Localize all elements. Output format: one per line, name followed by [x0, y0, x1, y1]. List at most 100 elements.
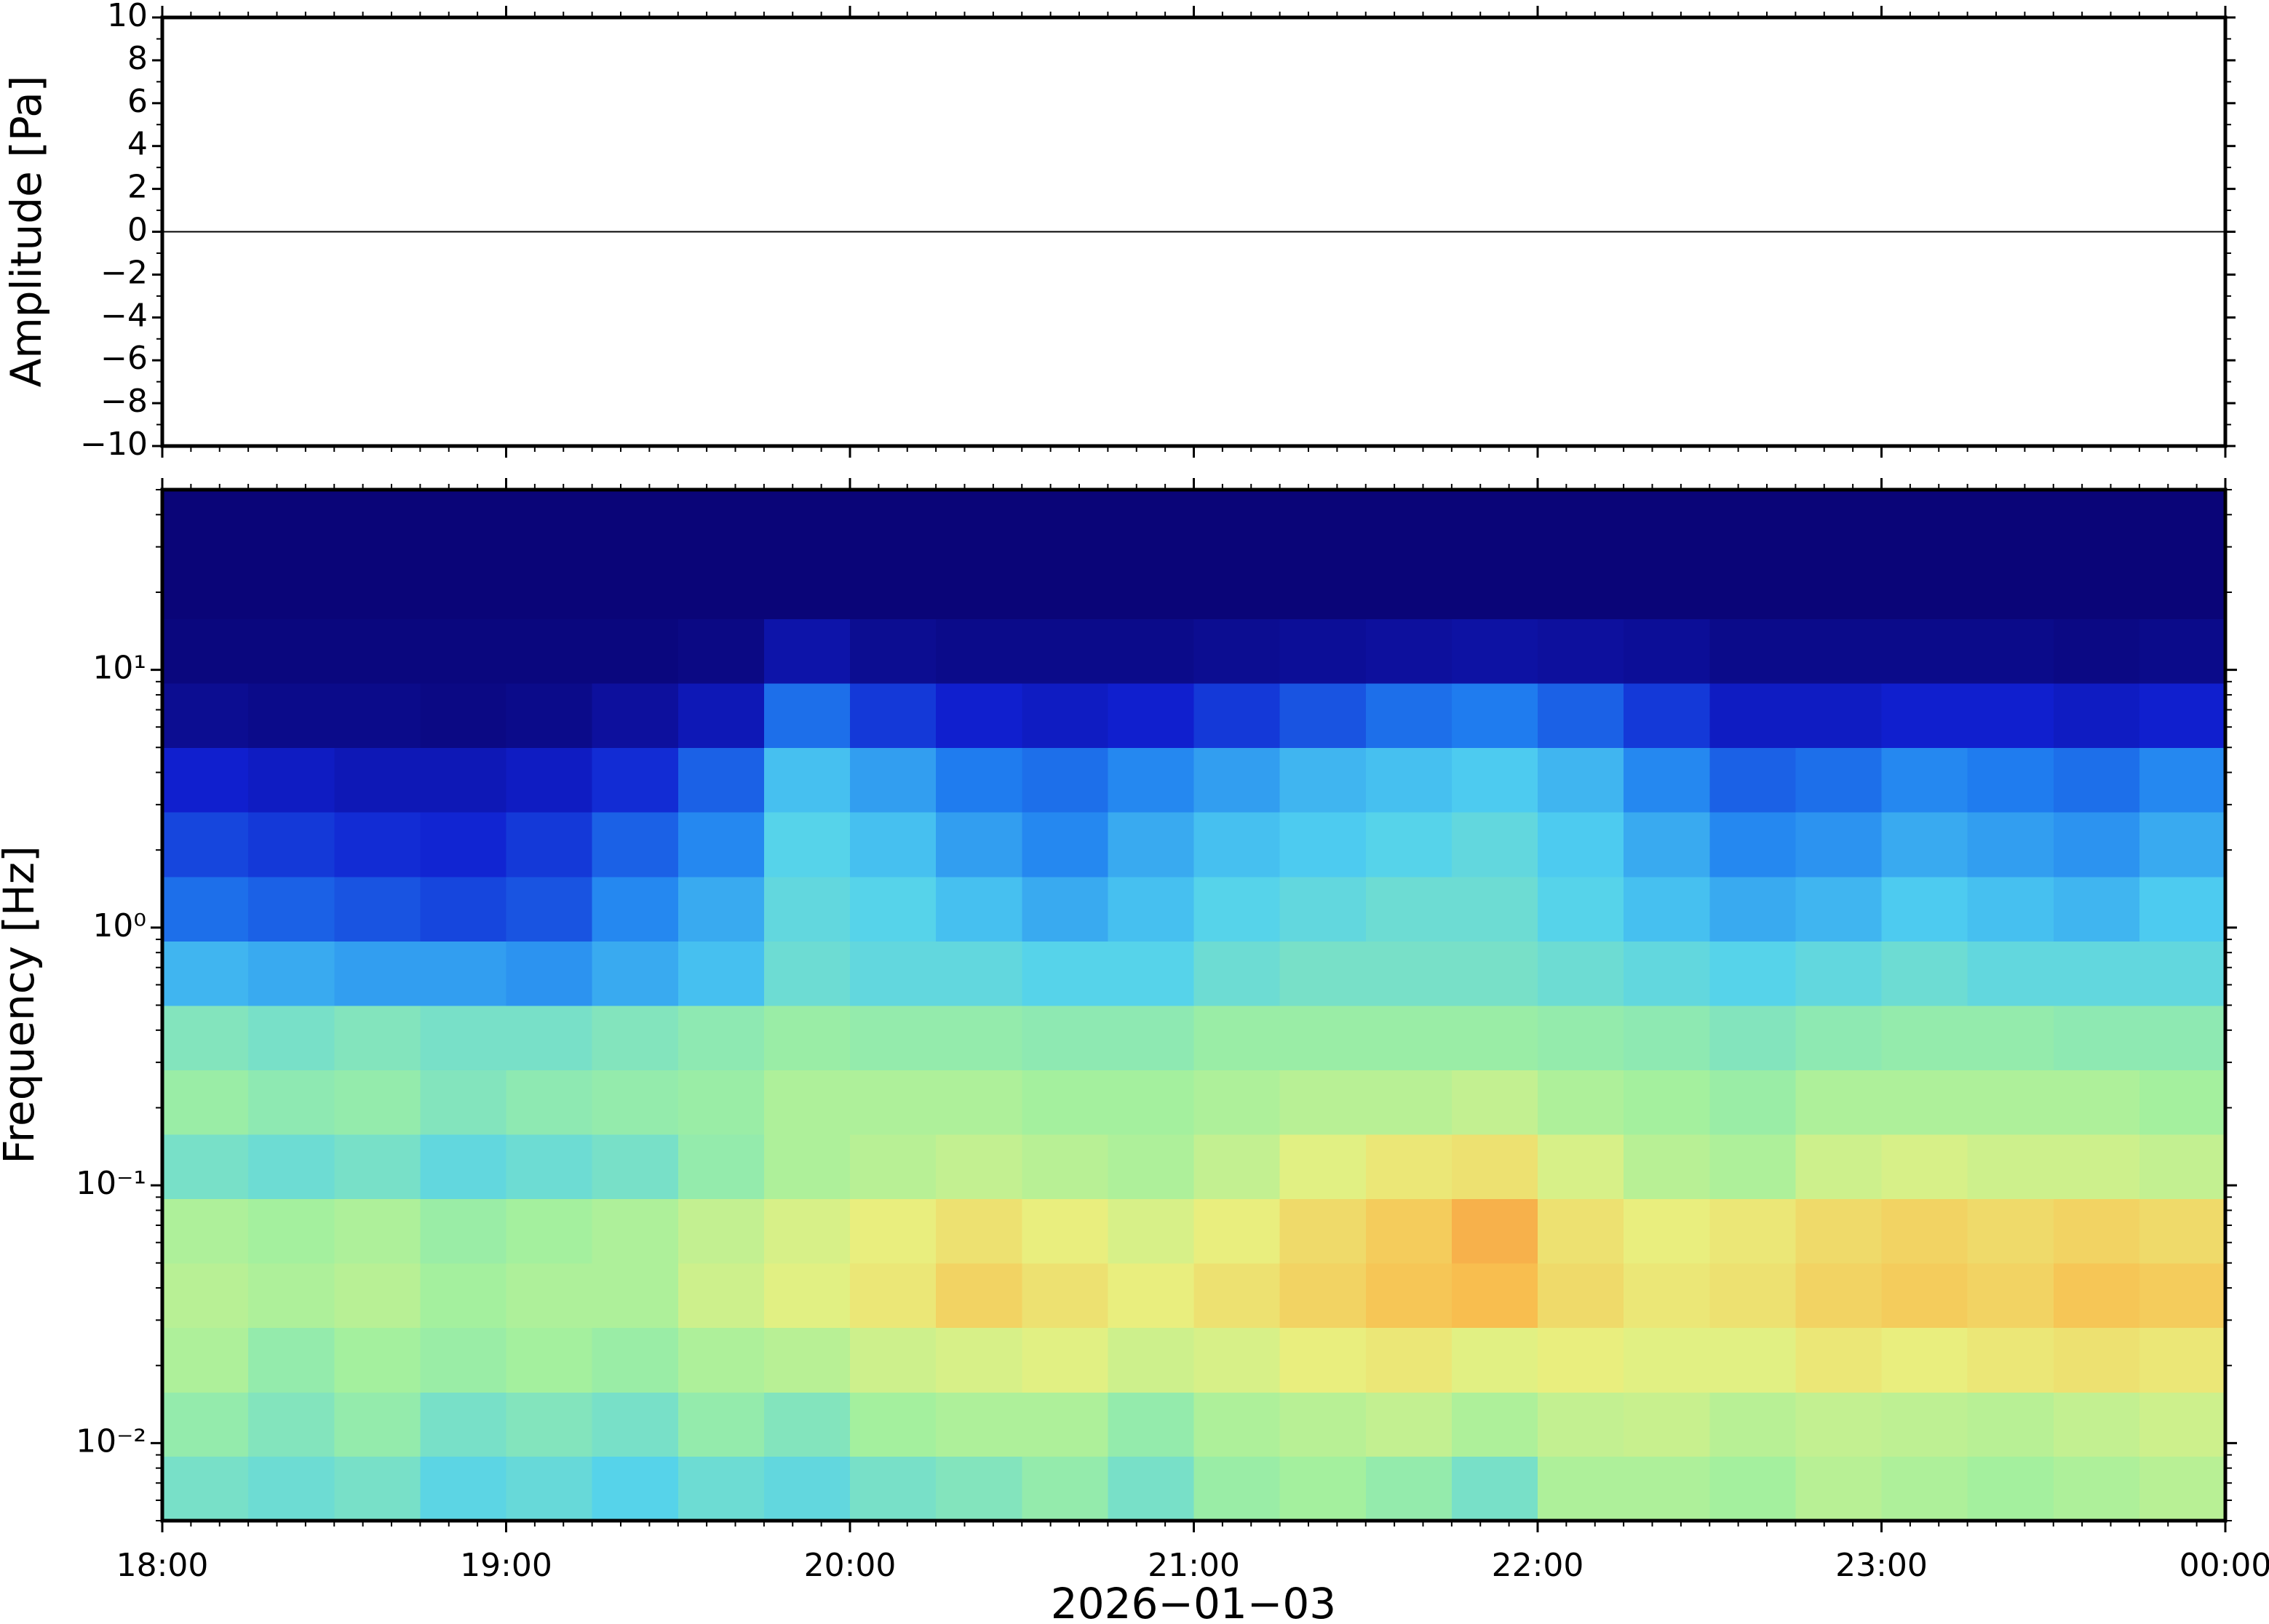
spectrogram-cell — [763, 1005, 851, 1070]
spectrogram-cell — [1108, 876, 1195, 942]
spectrogram-cell — [2139, 1005, 2226, 1070]
spectrogram-cell — [420, 811, 507, 877]
y-tick-label: 8 — [127, 40, 148, 77]
spectrogram-cell — [2139, 554, 2226, 620]
spectrogram-cell — [248, 490, 335, 555]
spectrogram-cell — [936, 490, 1023, 555]
spectrogram-cell — [677, 1134, 765, 1200]
spectrogram-cell — [1795, 618, 1883, 684]
spectrogram-cell — [2139, 1262, 2226, 1329]
spectrogram-cell — [1624, 1134, 1711, 1200]
x-tick-label: 00:00 — [2179, 1547, 2269, 1584]
spectrogram-cell — [850, 876, 937, 942]
spectrogram-cell — [420, 876, 507, 942]
spectrogram-cell — [850, 490, 937, 555]
spectrogram-cell — [2053, 747, 2140, 813]
spectrogram-cell — [1967, 682, 2054, 749]
spectrogram-cell — [162, 876, 249, 942]
spectrogram-cell — [592, 554, 679, 620]
spectrogram-cell — [420, 682, 507, 749]
y-tick-label: −6 — [100, 340, 148, 377]
spectrogram-cell — [248, 1456, 335, 1521]
spectrogram-cell — [1795, 940, 1883, 1006]
spectrogram-cell — [1538, 490, 1624, 555]
spectrogram-cell — [1538, 747, 1624, 813]
spectrogram-cell — [1365, 682, 1453, 749]
spectrogram-cell — [248, 618, 335, 684]
panel-frame — [160, 15, 2228, 448]
spectrogram-cell — [1451, 1134, 1538, 1200]
spectrogram-cell — [1365, 490, 1453, 555]
spectrogram-cell — [1022, 1391, 1109, 1457]
spectrogram-cell — [1795, 1391, 1883, 1457]
spectrogram-cell — [763, 554, 851, 620]
spectrogram-cell — [1624, 1070, 1711, 1135]
spectrogram-cell — [850, 1262, 937, 1329]
spectrogram-cell — [1451, 682, 1538, 749]
spectrogram-cell — [677, 1456, 765, 1521]
spectrogram-cell — [677, 490, 765, 555]
spectrogram-cell — [592, 1198, 679, 1264]
spectrogram-cell — [420, 747, 507, 813]
spectrogram-cell — [162, 1005, 249, 1070]
spectrogram-cell — [1967, 1070, 2054, 1135]
spectrogram-cell — [1795, 811, 1883, 877]
spectrogram-cell — [1795, 1262, 1883, 1329]
spectrogram-cell — [1279, 747, 1367, 813]
spectrogram-cell — [1709, 1005, 1797, 1070]
spectrogram-cell — [1451, 618, 1538, 684]
spectrogram-cell — [248, 940, 335, 1006]
x-axis-label: 2026−01−03 — [1051, 1579, 1336, 1624]
spectrogram-cell — [1108, 747, 1195, 813]
spectrogram-cell — [1881, 1005, 1968, 1070]
spectrogram-cell — [1365, 940, 1453, 1006]
spectrogram-cell — [1538, 1134, 1624, 1200]
spectrogram-cell — [1709, 1327, 1797, 1393]
spectrogram-cell — [850, 618, 937, 684]
spectrogram-cell — [850, 1070, 937, 1135]
y-tick-label: 10¹ — [92, 650, 146, 687]
spectrogram-cell — [677, 940, 765, 1006]
spectrogram-cell — [1881, 490, 1968, 555]
spectrogram-cell — [592, 1456, 679, 1521]
spectrogram-cell — [763, 876, 851, 942]
spectrogram-cell — [936, 1456, 1023, 1521]
spectrogram-cell — [592, 940, 679, 1006]
spectrogram-cell — [1709, 1070, 1797, 1135]
spectrogram-cell — [936, 682, 1023, 749]
spectrogram-cell — [2139, 940, 2226, 1006]
spectrogram-cell — [506, 1070, 593, 1135]
spectrogram-cell — [334, 811, 421, 877]
spectrogram-cell — [1193, 1198, 1281, 1264]
spectrogram-cell — [850, 1327, 937, 1393]
spectrogram-cell — [1795, 876, 1883, 942]
spectrogram-cell — [1538, 811, 1624, 877]
spectrogram-cell — [1624, 682, 1711, 749]
spectrogram-cell — [592, 490, 679, 555]
spectrogram-cell — [1193, 682, 1281, 749]
spectrogram-cell — [763, 1070, 851, 1135]
spectrogram-cell — [1279, 876, 1367, 942]
spectrogram-cell — [2053, 554, 2140, 620]
spectrogram-cell — [1365, 876, 1453, 942]
spectrogram-cell — [1022, 490, 1109, 555]
spectrogram-cell — [1279, 1391, 1367, 1457]
spectrogram-cell — [248, 682, 335, 749]
spectrogram-cell — [592, 1134, 679, 1200]
y-tick-label: 10⁻¹ — [76, 1165, 146, 1202]
spectrogram-cell — [1538, 876, 1624, 942]
spectrogram-cell — [1108, 554, 1195, 620]
spectrogram-cell — [1279, 1070, 1367, 1135]
spectrogram-cell — [162, 1070, 249, 1135]
y-tick-label: −2 — [100, 254, 148, 291]
spectrogram-cell — [1193, 747, 1281, 813]
spectrogram-cell — [1795, 682, 1883, 749]
spectrogram-cell — [850, 811, 937, 877]
spectrogram-cell — [592, 1262, 679, 1329]
spectrogram-cell — [1624, 876, 1711, 942]
spectrogram-cell — [2139, 618, 2226, 684]
spectrogram-cell — [1193, 811, 1281, 877]
spectrogram-cell — [1193, 1005, 1281, 1070]
y-tick-label: 10⁻² — [76, 1422, 146, 1460]
spectrogram-cell — [1881, 1456, 1968, 1521]
